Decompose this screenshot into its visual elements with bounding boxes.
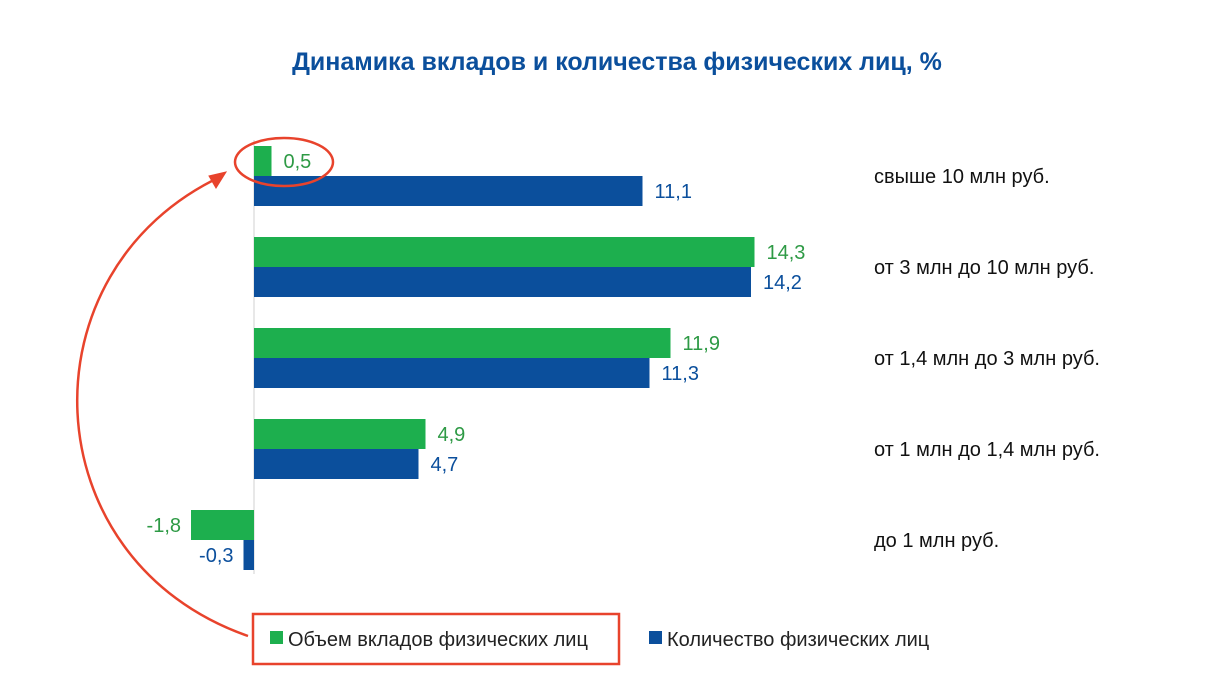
value-labels: 0,5 11,1 14,3 14,2 11,9 11,3 4,9 4,7 -1,8 -0,3 xyxy=(147,151,806,567)
category-label: от 1 млн до 1,4 млн руб. xyxy=(874,439,1100,461)
category-label: от 3 млн до 10 млн руб. xyxy=(874,257,1094,279)
annotation-arrow xyxy=(76,174,249,638)
value-label: -1,8 xyxy=(147,515,181,537)
value-label: 11,3 xyxy=(662,363,699,385)
legend-label: Количество физических лиц xyxy=(667,629,929,651)
legend: Объем вкладов физических лиц Количество ф… xyxy=(270,629,929,651)
legend-label: Объем вкладов физических лиц xyxy=(288,629,588,651)
bar-persons-2 xyxy=(254,358,650,388)
bar-persons-4 xyxy=(243,540,254,570)
bar-persons-1 xyxy=(254,267,751,297)
value-label: 0,5 xyxy=(284,151,312,173)
bar-deposits-1 xyxy=(254,237,755,267)
value-label: 11,1 xyxy=(655,181,692,203)
category-label: свыше 10 млн руб. xyxy=(874,166,1050,188)
legend-swatch xyxy=(270,631,283,644)
bar-deposits-3 xyxy=(254,419,426,449)
bar-deposits-4 xyxy=(191,510,254,540)
value-label: -0,3 xyxy=(199,545,233,567)
value-label: 4,7 xyxy=(431,454,459,476)
arrowhead-icon xyxy=(208,171,228,189)
highlight-box xyxy=(251,612,621,666)
category-label: до 1 млн руб. xyxy=(874,530,999,552)
bar-deposits-2 xyxy=(254,328,671,358)
bar-deposits-0 xyxy=(254,146,272,176)
legend-swatch xyxy=(649,631,662,644)
chart-title: Динамика вкладов и количества физических… xyxy=(292,48,942,76)
value-label: 14,2 xyxy=(763,272,802,294)
value-label: 4,9 xyxy=(438,424,466,446)
category-label: от 1,4 млн до 3 млн руб. xyxy=(874,348,1100,370)
bars-layer xyxy=(191,146,755,570)
category-labels: свыше 10 млн руб. от 3 млн до 10 млн руб.… xyxy=(874,166,1100,552)
value-label: 11,9 xyxy=(683,333,720,355)
annotation xyxy=(76,136,621,666)
bar-persons-3 xyxy=(254,449,419,479)
highlight-ellipse xyxy=(233,136,335,188)
bar-persons-0 xyxy=(254,176,643,206)
value-label: 14,3 xyxy=(767,242,806,264)
